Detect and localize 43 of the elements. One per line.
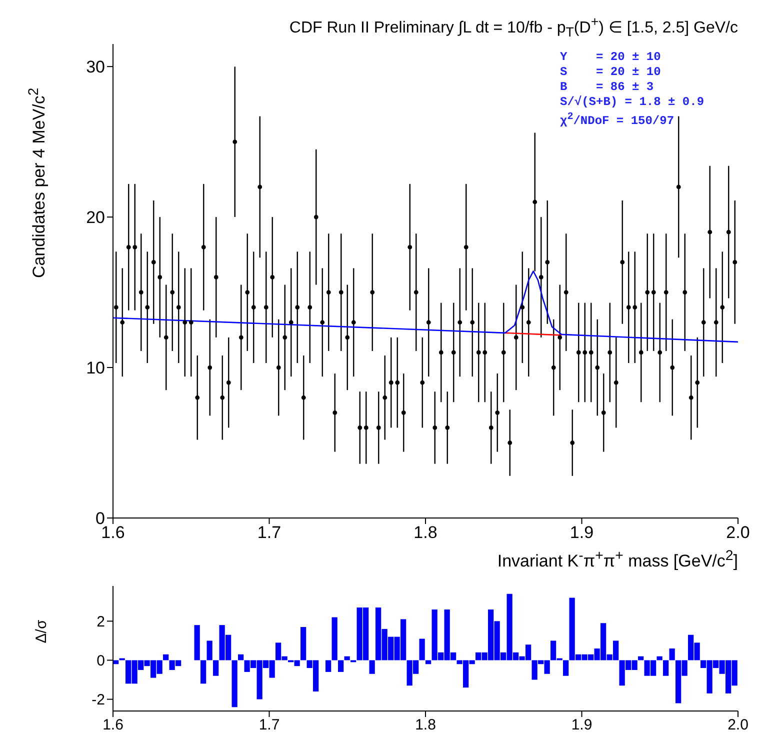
y-tick-label: 0 — [96, 652, 105, 670]
annotation: Y = 20 ± 10 — [560, 50, 662, 65]
bar — [300, 627, 306, 660]
bar — [238, 654, 244, 660]
annotation: S/√(S+B) = 1.8 ± 0.9 — [560, 95, 704, 110]
y-tick-label: 2 — [96, 613, 105, 630]
bar — [369, 660, 375, 674]
x-tick-label: 1.8 — [414, 523, 438, 542]
bar — [326, 660, 332, 672]
x-tick-label: 1.8 — [415, 716, 436, 734]
bar — [200, 660, 206, 684]
y-tick-label: 30 — [86, 58, 105, 77]
x-tick-label: 2.0 — [726, 523, 750, 542]
bar — [113, 660, 119, 664]
bar — [338, 660, 344, 672]
x-tick-label: 1.7 — [258, 716, 280, 734]
y-tick-label: 20 — [86, 208, 105, 228]
x-tick-label: 1.6 — [101, 523, 125, 542]
y-tick-label: -2 — [92, 692, 105, 709]
y-tick-label: 10 — [86, 358, 105, 378]
x-tick-label: 1.7 — [257, 523, 282, 542]
bar — [563, 660, 569, 676]
chart-title: CDF Run II Preliminary ∫L dt = 10/fb - p$_{T}$(D$^{+}$) ∈ [1.5, 2.5] GeV/c — [289, 14, 738, 40]
bar — [332, 617, 338, 660]
bar — [419, 638, 425, 660]
annotation: B = 86 ± 3 — [560, 80, 655, 95]
x-tick-label: 2.0 — [728, 716, 748, 734]
annotation: S = 20 ± 10 — [560, 65, 662, 80]
bar — [232, 660, 238, 708]
x-tick-label: 1.6 — [102, 716, 124, 734]
bar — [194, 625, 200, 660]
text: Invariant K$^{-}$π$^{+}$π$^{+}$ mass [GeV/c$^{2}$] — [497, 548, 738, 571]
bar — [663, 660, 669, 676]
x-tick-label: 1.9 — [570, 523, 594, 542]
x-tick-label: 1.9 — [571, 716, 592, 734]
annotation: χ$^{2}$/NDoF = 150/97 — [560, 111, 676, 129]
bar — [213, 660, 219, 676]
bar — [426, 660, 432, 664]
bar — [163, 654, 169, 660]
bar — [669, 648, 675, 660]
y-axis-title: Δ/σ — [33, 620, 50, 644]
line-series — [113, 270, 738, 343]
bar — [206, 640, 212, 660]
